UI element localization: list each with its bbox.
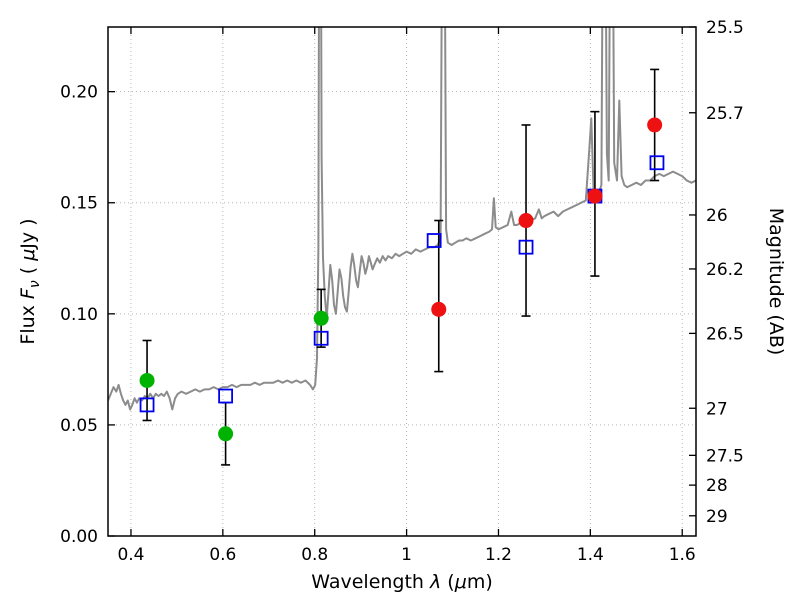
error-bars bbox=[142, 68, 660, 466]
y-tick-label-left: 0.05 bbox=[60, 416, 98, 436]
y-axis-label: Flux Fν ( μJy ) bbox=[17, 218, 43, 344]
plot-frame bbox=[107, 26, 697, 537]
y-tick-label-right: 25.5 bbox=[706, 18, 744, 38]
x-tick-label: 0.4 bbox=[117, 545, 144, 565]
grid bbox=[108, 27, 696, 536]
observed-points-red bbox=[431, 117, 663, 317]
y-tick-label-left: 0.20 bbox=[60, 83, 98, 103]
y-axis-right-label: Magnitude (AB) bbox=[765, 208, 787, 356]
x-axis-label: Wavelength λ (μm) bbox=[311, 571, 492, 593]
y-tick-label-right: 25.7 bbox=[706, 104, 744, 124]
y-tick-label-right: 27 bbox=[706, 399, 728, 419]
x-tick-label: 1.2 bbox=[485, 545, 512, 565]
y-tick-label-right: 29 bbox=[706, 507, 728, 527]
axis-ticks bbox=[108, 26, 696, 537]
y-tick-label-right: 26.2 bbox=[706, 260, 744, 280]
y-tick-label-left: 0.10 bbox=[60, 305, 98, 325]
y-tick-label-left: 0.00 bbox=[60, 527, 98, 547]
observed-points-green bbox=[139, 310, 329, 442]
x-tick-label: 1.6 bbox=[669, 545, 696, 565]
y-tick-label-right: 28 bbox=[706, 476, 728, 496]
x-tick-label: 1 bbox=[401, 545, 412, 565]
y-tick-label-left: 0.15 bbox=[60, 194, 98, 214]
y-tick-label-right: 27.5 bbox=[706, 446, 744, 466]
x-tick-label: 1.4 bbox=[577, 545, 604, 565]
x-tick-label: 0.6 bbox=[209, 545, 236, 565]
model-photometry-squares bbox=[139, 155, 665, 413]
y-tick-label-right: 26.5 bbox=[706, 324, 744, 344]
tick-labels: 0.4 0.6 0.8 1 1.2 1.4 1.6 0.00 0.05 0.10 0.15 0.20 2… bbox=[60, 18, 744, 565]
x-tick-label: 0.8 bbox=[301, 545, 328, 565]
y-tick-label-right: 26 bbox=[706, 206, 728, 226]
